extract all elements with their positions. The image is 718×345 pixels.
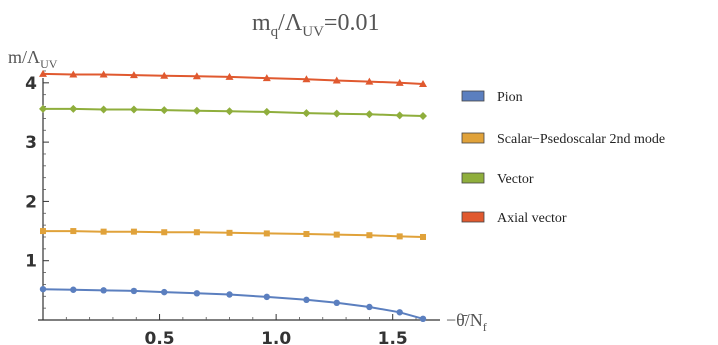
- data-point-axial-vector: [332, 76, 341, 84]
- data-point-axial-vector: [262, 74, 271, 82]
- data-point-vector: [160, 106, 169, 115]
- data-point-vector: [225, 107, 234, 116]
- legend-swatch: [461, 90, 485, 102]
- data-point-pion: [226, 291, 233, 298]
- data-point-vector: [419, 112, 428, 121]
- y-tick-label: 4: [25, 74, 37, 94]
- data-point-scalar-psedoscalar-2nd-mode: [396, 233, 403, 240]
- data-point-axial-vector: [419, 80, 428, 88]
- legend-label: Scalar−Psedoscalar 2nd mode: [497, 132, 665, 147]
- data-point-vector: [365, 110, 374, 119]
- data-point-scalar-psedoscalar-2nd-mode: [366, 232, 373, 239]
- data-point-vector: [262, 107, 271, 116]
- data-point-pion: [39, 285, 47, 293]
- data-point-pion: [193, 290, 201, 297]
- legend-swatch: [461, 211, 485, 223]
- x-tick-label: 0.5: [145, 329, 175, 345]
- data-point-axial-vector: [365, 77, 374, 85]
- data-point-vector: [129, 105, 138, 114]
- chart-title: mq/ΛUV=0.01: [252, 10, 379, 40]
- data-point-scalar-psedoscalar-2nd-mode: [303, 231, 310, 238]
- data-point-scalar-psedoscalar-2nd-mode: [226, 229, 233, 236]
- data-point-pion: [366, 303, 373, 311]
- data-point-pion: [333, 299, 340, 307]
- data-point-vector: [99, 105, 108, 114]
- data-point-scalar-psedoscalar-2nd-mode: [193, 229, 200, 236]
- legend-label: Vector: [497, 172, 534, 187]
- data-point-axial-vector: [192, 72, 201, 80]
- data-point-axial-vector: [39, 69, 47, 77]
- data-point-scalar-psedoscalar-2nd-mode: [40, 228, 46, 235]
- data-point-axial-vector: [160, 71, 169, 79]
- data-point-scalar-psedoscalar-2nd-mode: [100, 228, 107, 235]
- data-point-scalar-psedoscalar-2nd-mode: [333, 231, 340, 238]
- x-axis-label: −θ̄/Nf: [446, 310, 487, 334]
- data-point-vector: [302, 109, 311, 118]
- data-point-pion: [130, 287, 138, 295]
- data-point-pion: [419, 315, 427, 323]
- data-point-pion: [70, 286, 77, 293]
- series-line-axial-vector: [42, 72, 424, 85]
- legend-swatch: [461, 132, 485, 144]
- x-tick-label: 1.5: [378, 329, 408, 345]
- data-point-axial-vector: [99, 70, 108, 78]
- data-point-scalar-psedoscalar-2nd-mode: [70, 228, 77, 235]
- data-point-scalar-psedoscalar-2nd-mode: [161, 229, 168, 236]
- y-tick-label: 1: [25, 252, 37, 272]
- data-point-pion: [263, 293, 271, 301]
- y-tick-label: 3: [25, 133, 37, 153]
- legend-swatch: [461, 172, 485, 184]
- series-line-pion: [42, 288, 424, 320]
- data-point-pion: [396, 309, 403, 316]
- legend-label: Axial vector: [497, 211, 567, 226]
- data-point-vector: [192, 106, 201, 115]
- data-point-pion: [100, 287, 107, 294]
- legend-label: Pion: [497, 90, 523, 105]
- data-point-axial-vector: [69, 70, 78, 78]
- data-point-axial-vector: [395, 78, 404, 86]
- y-tick-label: 2: [25, 192, 37, 212]
- data-point-vector: [39, 104, 47, 113]
- data-point-axial-vector: [225, 72, 234, 80]
- data-point-axial-vector: [129, 71, 138, 79]
- y-axis-label: m/ΛUV: [8, 47, 58, 71]
- x-tick-label: 1.0: [261, 329, 291, 345]
- data-point-axial-vector: [302, 75, 311, 83]
- data-point-scalar-psedoscalar-2nd-mode: [130, 228, 137, 235]
- data-point-pion: [161, 288, 168, 296]
- data-point-vector: [332, 109, 341, 118]
- data-point-scalar-psedoscalar-2nd-mode: [263, 230, 270, 237]
- series-line-vector: [43, 107, 424, 117]
- data-point-vector: [395, 111, 404, 120]
- data-point-vector: [69, 104, 78, 113]
- data-point-pion: [303, 296, 310, 304]
- data-point-scalar-psedoscalar-2nd-mode: [420, 233, 427, 240]
- series-line-scalar-psedoscalar-2nd-mode: [43, 230, 424, 238]
